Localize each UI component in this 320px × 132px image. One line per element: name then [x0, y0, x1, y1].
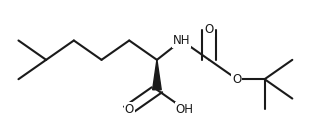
Text: O: O — [204, 23, 214, 36]
Polygon shape — [153, 60, 161, 90]
Text: O: O — [124, 103, 134, 116]
Text: O: O — [232, 73, 242, 86]
Text: NH: NH — [173, 34, 190, 47]
Text: OH: OH — [176, 103, 194, 116]
